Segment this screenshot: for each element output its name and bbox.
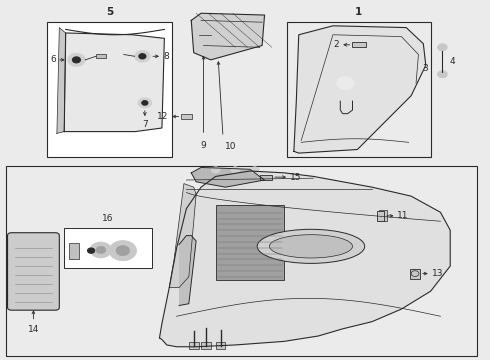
Circle shape (135, 50, 150, 62)
Circle shape (438, 71, 447, 78)
Circle shape (336, 77, 354, 90)
Bar (5, 166, 477, 356)
Text: 2: 2 (334, 40, 339, 49)
Circle shape (73, 57, 80, 63)
Text: 12: 12 (157, 112, 168, 121)
Polygon shape (64, 33, 164, 132)
Circle shape (90, 242, 112, 258)
Bar (410, 269, 420, 279)
Bar (216, 205, 284, 280)
Bar (189, 342, 198, 348)
Text: 15: 15 (290, 173, 301, 182)
Bar (287, 22, 431, 157)
Bar (47, 22, 172, 157)
Text: 14: 14 (28, 325, 39, 334)
Polygon shape (179, 235, 196, 306)
Bar (64, 228, 152, 268)
Text: 5: 5 (106, 7, 113, 17)
Text: 16: 16 (102, 214, 114, 223)
Circle shape (116, 246, 130, 256)
Text: 8: 8 (163, 52, 169, 61)
Polygon shape (159, 171, 450, 347)
Circle shape (211, 167, 220, 173)
Text: 6: 6 (50, 55, 56, 64)
Text: 9: 9 (200, 140, 206, 149)
Polygon shape (169, 184, 196, 288)
Text: 3: 3 (422, 64, 428, 73)
Polygon shape (294, 26, 426, 153)
Polygon shape (191, 167, 265, 187)
Circle shape (88, 248, 95, 253)
Ellipse shape (270, 235, 352, 258)
Circle shape (68, 53, 85, 66)
Circle shape (138, 98, 152, 108)
Bar (260, 175, 272, 180)
Circle shape (109, 240, 137, 261)
Circle shape (250, 167, 259, 173)
Text: 11: 11 (397, 211, 409, 220)
Circle shape (96, 246, 106, 253)
Text: 10: 10 (224, 142, 236, 151)
Bar (216, 342, 225, 348)
Circle shape (139, 54, 146, 59)
Bar (377, 211, 384, 221)
FancyBboxPatch shape (7, 233, 59, 310)
Bar (201, 342, 211, 348)
Text: 7: 7 (142, 120, 147, 129)
Text: 1: 1 (355, 7, 362, 17)
Circle shape (142, 101, 148, 105)
Bar (69, 243, 79, 259)
Bar (379, 211, 387, 221)
Bar (96, 54, 106, 58)
Text: 13: 13 (432, 269, 443, 278)
Polygon shape (191, 13, 265, 60)
Circle shape (438, 44, 447, 51)
Bar (352, 42, 366, 47)
Ellipse shape (257, 229, 365, 264)
Bar (181, 114, 192, 119)
Text: 4: 4 (449, 57, 455, 66)
Polygon shape (57, 28, 66, 134)
Circle shape (231, 167, 240, 173)
